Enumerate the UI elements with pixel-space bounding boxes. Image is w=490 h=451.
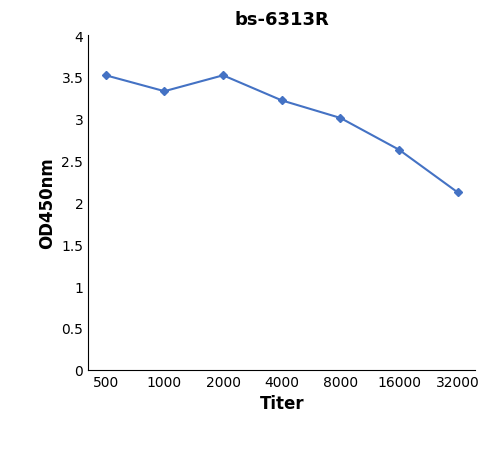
Y-axis label: OD450nm: OD450nm <box>38 157 56 249</box>
X-axis label: Titer: Titer <box>259 394 304 412</box>
Title: bs-6313R: bs-6313R <box>234 11 329 29</box>
